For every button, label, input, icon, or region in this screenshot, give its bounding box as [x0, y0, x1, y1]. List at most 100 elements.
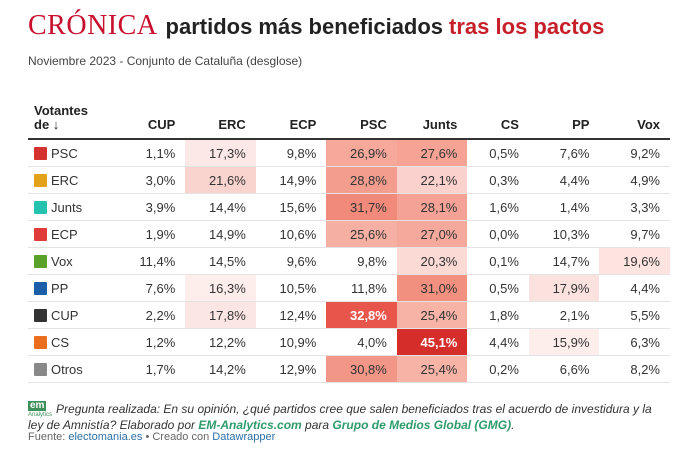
em-logo-mark: em — [28, 400, 47, 411]
erc-logo-icon — [34, 173, 47, 187]
value-cell: 6,3% — [599, 328, 670, 356]
datawrapper-link[interactable]: Datawrapper — [212, 431, 276, 443]
em-logo-text: Analytics — [28, 412, 53, 418]
electomania-link[interactable]: electomania.es — [68, 431, 143, 443]
party-name: Vox — [51, 253, 73, 269]
table-row: PP 7,6% 16,3% 10,5% 11,8% 31,0% 0,5% 17,9% 4,4% — [28, 274, 670, 302]
value-cell: 7,6% — [528, 139, 600, 167]
table-row: Junts 3,9% 14,4% 15,6% 31,7% 28,1% 1,6% 1,4% 3,3… — [28, 193, 670, 221]
footnote-elaborado: Elaborado por — [119, 418, 195, 432]
value-cell: 4,9% — [599, 166, 670, 194]
column-header-pp[interactable]: PP — [528, 94, 600, 140]
value-cell: 30,8% — [326, 355, 397, 383]
value-cell: 19,6% — [599, 247, 670, 275]
value-cell: 7,6% — [116, 274, 186, 302]
title-main: partidos más beneficiados — [165, 14, 444, 39]
value-cell: 22,1% — [396, 166, 468, 194]
value-cell: 9,2% — [599, 139, 670, 167]
value-cell: 31,7% — [326, 193, 397, 221]
value-cell: 1,1% — [116, 139, 186, 167]
party-cell: Vox — [28, 247, 116, 275]
value-cell: 14,9% — [255, 166, 327, 194]
value-cell: 0,2% — [467, 355, 529, 383]
value-cell: 1,9% — [116, 220, 186, 248]
value-cell: 10,5% — [255, 274, 327, 302]
value-cell: 3,3% — [599, 193, 670, 221]
value-cell: 4,4% — [599, 274, 670, 302]
pp-logo-icon — [34, 281, 47, 295]
value-cell: 15,9% — [528, 328, 600, 356]
column-header-junts[interactable]: Junts — [396, 94, 468, 140]
sort-column-header[interactable]: Votantes de ↓ — [28, 94, 116, 140]
value-cell: 25,6% — [326, 220, 397, 248]
column-header-erc[interactable]: ERC — [185, 94, 256, 140]
otros-logo-icon — [34, 362, 47, 376]
value-cell: 0,5% — [467, 139, 529, 167]
column-header-cs[interactable]: CS — [467, 94, 529, 140]
party-name: CS — [51, 334, 70, 350]
value-cell: 12,9% — [255, 355, 327, 383]
value-cell: 5,5% — [599, 301, 670, 329]
value-cell: 1,8% — [467, 301, 529, 329]
value-cell: 0,1% — [467, 247, 529, 275]
cs-logo-icon — [34, 335, 47, 349]
party-name: ECP — [51, 226, 78, 242]
value-cell: 3,9% — [116, 193, 186, 221]
cronica-logo[interactable]: CRÓNICA — [28, 10, 158, 41]
em-analytics-link[interactable]: EM-Analytics.com — [198, 418, 302, 432]
column-header-ecp[interactable]: ECP — [255, 94, 327, 140]
party-cell: PSC — [28, 139, 116, 167]
party-name: PP — [51, 280, 69, 296]
party-cell: Otros — [28, 355, 116, 383]
table-row: CUP 2,2% 17,8% 12,4% 32,8% 25,4% 1,8% 2,1% 5,5% — [28, 301, 670, 329]
party-cell: Junts — [28, 193, 116, 221]
value-cell: 1,4% — [528, 193, 600, 221]
value-cell: 9,6% — [255, 247, 327, 275]
cup-logo-icon — [34, 308, 47, 322]
party-name: CUP — [51, 307, 79, 323]
value-cell: 0,5% — [467, 274, 529, 302]
column-header-psc[interactable]: PSC — [326, 94, 397, 140]
em-analytics-logo: em Analytics — [28, 397, 52, 418]
value-cell: 21,6% — [185, 166, 256, 194]
value-cell: 11,8% — [326, 274, 397, 302]
value-cell: 1,2% — [116, 328, 186, 356]
value-cell: 0,3% — [467, 166, 529, 194]
value-cell: 6,6% — [528, 355, 600, 383]
footnote: em Analytics Pregunta realizada: En su o… — [28, 397, 668, 433]
source-prefix: Fuente: — [28, 431, 66, 443]
value-cell: 4,4% — [528, 166, 600, 194]
value-cell: 27,0% — [396, 220, 468, 248]
value-cell: 10,9% — [255, 328, 327, 356]
party-name: PSC — [51, 145, 78, 161]
source-mid: • Creado con — [145, 431, 210, 443]
party-name: ERC — [51, 172, 79, 188]
value-cell: 17,8% — [185, 301, 256, 329]
ecp-logo-icon — [34, 227, 47, 241]
value-cell: 16,3% — [185, 274, 256, 302]
value-cell: 2,1% — [528, 301, 600, 329]
value-cell: 4,4% — [467, 328, 529, 356]
value-cell: 14,7% — [528, 247, 600, 275]
psc-logo-icon — [34, 146, 47, 160]
value-cell: 27,6% — [396, 139, 468, 167]
value-cell: 9,8% — [326, 247, 397, 275]
column-header-cup[interactable]: CUP — [116, 94, 186, 140]
value-cell: 9,7% — [599, 220, 670, 248]
party-name: Otros — [51, 361, 83, 377]
value-cell: 14,2% — [185, 355, 256, 383]
value-cell: 25,4% — [396, 355, 468, 383]
value-cell: 11,4% — [116, 247, 186, 275]
value-cell: 31,0% — [396, 274, 468, 302]
value-cell: 15,6% — [255, 193, 327, 221]
party-cell: PP — [28, 274, 116, 302]
results-table: Votantes de ↓ CUP ERC ECP PSC Junts CS PP Vox P… — [28, 94, 670, 383]
value-cell: 12,2% — [185, 328, 256, 356]
column-header-vox[interactable]: Vox — [599, 94, 670, 140]
table-row: CS 1,2% 12,2% 10,9% 4,0% 45,1% 4,4% 15,9% 6,3% — [28, 328, 670, 356]
value-cell: 8,2% — [599, 355, 670, 383]
subtitle: Noviembre 2023 - Conjunto de Cataluña (d… — [28, 54, 303, 68]
gmg-link[interactable]: Grupo de Medios Global (GMG) — [332, 418, 512, 432]
party-cell: CUP — [28, 301, 116, 329]
value-cell: 2,2% — [116, 301, 186, 329]
